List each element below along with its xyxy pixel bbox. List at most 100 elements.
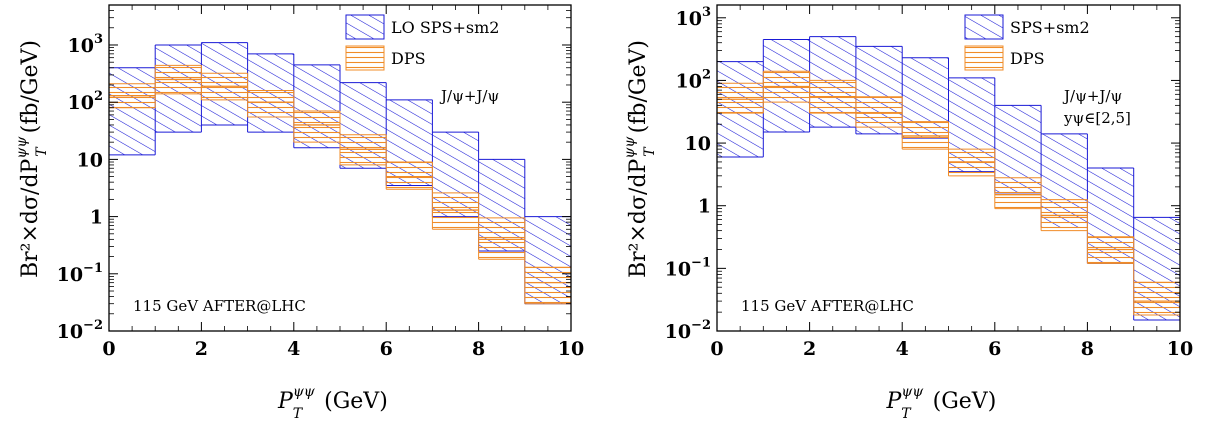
x-axis-label: Pψψ T (GeV) [886, 384, 997, 422]
dps-band-bin [524, 267, 571, 304]
y-label-sub: T [34, 146, 50, 157]
x-tick-label: 0 [102, 338, 115, 360]
plot-area [717, 36, 1180, 321]
x-tick-label: 4 [287, 338, 300, 360]
footer-label: 115 GeV AFTER@LHC [741, 297, 914, 315]
legend-label-dps: DPS [391, 49, 426, 68]
y-tick-base: 10 [676, 8, 702, 30]
y-label-sup: ψψ [622, 136, 638, 159]
y-label-sub: T [642, 146, 658, 157]
x-tick-label: 10 [558, 338, 584, 360]
y-tick-label: 102 [676, 67, 712, 92]
x-tick-label: 8 [472, 338, 485, 360]
y-tick-label: 10−1 [57, 261, 103, 286]
legend-label-sps: LO SPS+sm2 [391, 18, 499, 37]
x-tick-label: 8 [1081, 338, 1094, 360]
x-label-sup: ψψ [901, 384, 924, 400]
footer-label: 115 GeV AFTER@LHC [133, 297, 306, 315]
x-label-main: P [886, 389, 903, 414]
annotation: J/ψ+J/ψ [439, 87, 499, 105]
legend-swatch-dps [964, 45, 1004, 71]
dps-band-bin [717, 83, 764, 114]
y-tick-base: 10 [57, 264, 83, 286]
x-axis: 0 2 4 6 8 10 [102, 5, 584, 360]
y-tick-exponent: 2 [94, 89, 103, 104]
x-tick-label: 10 [1167, 338, 1193, 360]
annotation-line: J/ψ+J/ψ [439, 87, 499, 105]
legend: LO SPS+sm2 DPS [345, 14, 499, 71]
legend-swatch-dps [345, 45, 385, 71]
x-axis: 0 2 4 6 8 10 [710, 5, 1193, 360]
legend: SPS+sm2 DPS [964, 14, 1090, 71]
y-label-sup: ψψ [14, 136, 30, 159]
y-tick-base: 10 [77, 149, 103, 171]
x-label-sub: T [293, 406, 304, 422]
x-label-sub: T [901, 406, 912, 422]
y-tick-base: 1 [698, 196, 711, 218]
x-axis-label: Pψψ T (GeV) [277, 384, 388, 422]
x-label-unit: (GeV) [324, 389, 388, 414]
y-axis-label: Br²×dσ/dPψψ T (fb/GeV) [14, 40, 50, 278]
y-tick-base: 10 [68, 92, 94, 114]
dps-band-bin [994, 177, 1042, 209]
x-tick-label: 6 [988, 338, 1001, 360]
x-tick-label: 0 [710, 338, 723, 360]
x-tick-label: 6 [380, 338, 393, 360]
legend-label-sps: SPS+sm2 [1010, 18, 1090, 37]
annotation-line: J/ψ+J/ψ [1062, 87, 1122, 105]
annotation-line: yψ∈[2,5] [1063, 109, 1131, 127]
y-tick-exponent: 3 [702, 5, 711, 20]
series-dps [109, 64, 571, 305]
dps-band-bin [478, 217, 525, 260]
x-label-sup: ψψ [293, 384, 316, 400]
y-tick-label: 10 [77, 149, 103, 171]
y-tick-base: 10 [665, 258, 691, 280]
dps-band-bin [1133, 282, 1180, 316]
y-axis-label: Br²×dσ/dPψψ T (fb/GeV) [622, 40, 658, 278]
y-label-unit: (fb/GeV) [18, 40, 43, 133]
legend-swatch-sps [964, 14, 1004, 40]
y-label-main: Br²×dσ/dP [18, 158, 43, 278]
dps-band-bin [855, 96, 903, 128]
annotation: J/ψ+J/ψ yψ∈[2,5] [1062, 87, 1131, 127]
y-tick-base: 10 [676, 70, 702, 92]
y-label-main: Br²×dσ/dP [626, 158, 651, 278]
legend-label-dps: DPS [1010, 49, 1045, 68]
y-tick-label: 103 [68, 32, 104, 57]
y-tick-base: 10 [57, 321, 83, 343]
dps-band-bin [247, 90, 294, 118]
x-label-unit: (GeV) [933, 389, 997, 414]
y-tick-exponent: 3 [94, 32, 103, 47]
y-label-unit: (fb/GeV) [626, 40, 651, 133]
y-tick-label: 1 [698, 196, 711, 218]
series-dps [717, 70, 1180, 316]
legend-swatch-sps [345, 14, 385, 40]
y-tick-exponent: −1 [83, 261, 103, 276]
y-tick-base: 10 [685, 133, 711, 155]
y-tick-label: 10−2 [665, 318, 711, 343]
x-tick-label: 2 [803, 338, 816, 360]
y-tick-label: 10−2 [57, 318, 103, 343]
x-tick-label: 2 [195, 338, 208, 360]
y-tick-label: 103 [676, 5, 712, 30]
dps-band-bin [432, 192, 479, 230]
sps-band-bin [109, 67, 156, 155]
y-tick-exponent: −2 [83, 318, 103, 333]
dps-band-bin [293, 111, 340, 143]
x-label-main: P [277, 389, 294, 414]
plot-area [109, 42, 571, 305]
y-tick-base: 10 [68, 35, 94, 57]
y-tick-label: 1 [90, 207, 103, 229]
y-tick-label: 102 [68, 89, 104, 114]
y-tick-base: 10 [665, 321, 691, 343]
x-tick-label: 4 [896, 338, 909, 360]
y-tick-exponent: −2 [691, 318, 711, 333]
y-tick-label: 10−1 [665, 255, 711, 280]
y-tick-exponent: 2 [702, 67, 711, 82]
dps-band-bin [386, 162, 433, 190]
